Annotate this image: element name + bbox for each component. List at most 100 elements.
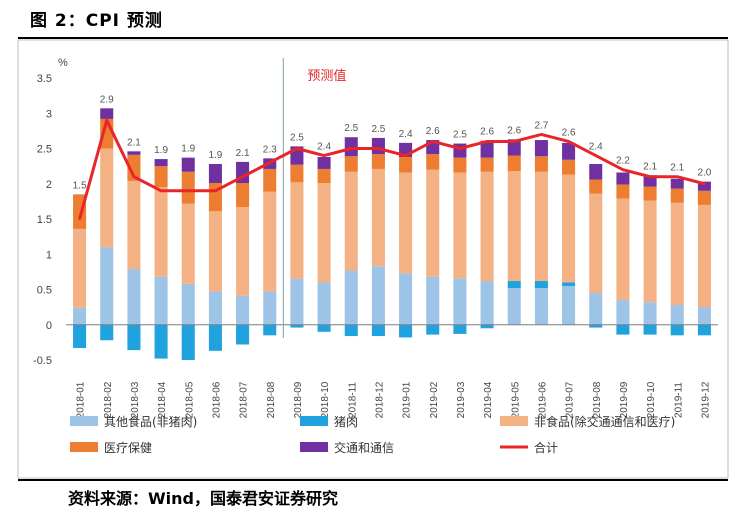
bar-segment-2019-08-series0 xyxy=(589,293,603,325)
bar-segment-2019-10-series4 xyxy=(643,175,657,187)
bar-segment-2018-10-series1 xyxy=(317,324,331,332)
bar-segment-2019-03-series0 xyxy=(453,278,467,325)
bar-segment-2019-05-series4 xyxy=(507,139,521,156)
bar-segment-2018-12-series2 xyxy=(371,168,385,267)
bar-segment-2018-07-series2 xyxy=(236,207,250,296)
bar-segment-2018-04-series3 xyxy=(154,166,168,188)
bar-segment-2018-05-series4 xyxy=(181,157,195,172)
bar-segment-2019-11-series3 xyxy=(670,188,684,203)
bar-segment-2019-12-series3 xyxy=(697,190,711,205)
data-label: 2.3 xyxy=(263,144,277,155)
bar-segment-2018-06-series1 xyxy=(208,324,222,351)
total-point xyxy=(159,189,163,192)
bar-segment-2018-06-series4 xyxy=(208,164,222,184)
bar-segment-2018-09-series3 xyxy=(290,164,304,183)
total-point xyxy=(485,140,489,143)
bar-segment-2018-12-series1 xyxy=(371,324,385,337)
bar-segment-2018-05-series3 xyxy=(181,171,195,204)
bar-segment-2019-04-series2 xyxy=(480,171,494,282)
x-tick-label: 2019-05 xyxy=(510,381,521,418)
data-label: 2.4 xyxy=(399,129,413,140)
total-point xyxy=(377,147,380,150)
data-label: 2.5 xyxy=(344,123,358,134)
bar-segment-2019-09-series0 xyxy=(616,300,630,325)
bar-segment-2019-04-series3 xyxy=(480,157,494,172)
bar-segment-2019-11-series0 xyxy=(670,305,684,325)
total-point xyxy=(78,217,81,221)
x-tick-label: 2019-07 xyxy=(565,381,576,418)
total-point xyxy=(105,119,108,122)
bar-segment-2019-04-series1 xyxy=(480,324,494,329)
x-tick-label: 2018-10 xyxy=(320,381,331,418)
bar-segment-2019-06-series0 xyxy=(534,288,548,325)
bar-segment-2018-03-series1 xyxy=(127,324,141,351)
data-label: 2.0 xyxy=(697,168,711,179)
y-tick-label: 0 xyxy=(46,320,52,332)
x-tick-label: 2018-05 xyxy=(184,381,195,418)
cpi-forecast-chart: %-0.500.511.522.533.5 2018-01 2018-02 2018… xyxy=(17,39,729,479)
bar-segment-2019-09-series3 xyxy=(616,184,630,199)
bar-segment-2019-05-series3 xyxy=(507,155,521,172)
y-tick-label: 1 xyxy=(46,249,52,261)
legend: 其他食品(非猪肉) 猪肉 非食品(除交通通信和医疗) 医疗保健 交通和通信 合计 xyxy=(70,414,675,455)
total-point xyxy=(458,147,462,150)
x-tick-label: 2019-11 xyxy=(673,382,684,418)
bar-segment-2019-11-series4 xyxy=(670,178,684,189)
bar-segment-2019-03-series2 xyxy=(453,172,467,279)
bar-segment-2019-12-series2 xyxy=(697,204,711,308)
x-tick-label: 2019-08 xyxy=(592,381,603,418)
total-point xyxy=(431,140,434,143)
y-axis-unit: % xyxy=(58,57,68,69)
total-point xyxy=(540,133,543,136)
bar-segment-2018-12-series0 xyxy=(371,266,385,325)
bar-segment-2018-05-series1 xyxy=(181,324,195,360)
total-point xyxy=(513,140,516,143)
total-point xyxy=(187,189,190,192)
bar-segment-2018-10-series2 xyxy=(317,183,331,283)
legend-label: 合计 xyxy=(534,440,558,455)
bar-segment-2019-05-series1 xyxy=(507,281,521,289)
x-tick-label: 2018-01 xyxy=(76,381,87,418)
bar-segment-2019-01-series2 xyxy=(399,172,413,274)
x-tick-label: 2018-09 xyxy=(293,381,304,418)
bar-segment-2019-01-series0 xyxy=(399,273,413,325)
bar-segment-2019-01-series3 xyxy=(399,156,413,173)
bar-segment-2019-11-series1 xyxy=(670,324,684,336)
bar-segment-2018-02-series0 xyxy=(100,247,114,325)
data-label: 1.9 xyxy=(154,145,168,156)
bar-segment-2018-09-series0 xyxy=(290,278,304,325)
figure-title: 图 2：CPI 预测 xyxy=(30,11,163,31)
total-line-group xyxy=(78,118,706,221)
bar-segment-2018-02-series1 xyxy=(100,324,114,341)
bar-segment-2019-02-series2 xyxy=(426,169,440,277)
data-label: 2.6 xyxy=(480,127,494,138)
x-tick-label: 2019-03 xyxy=(456,381,467,418)
total-point xyxy=(241,175,244,178)
data-label: 2.7 xyxy=(534,120,548,131)
data-label: 1.5 xyxy=(73,180,87,191)
bar-segment-2018-05-series2 xyxy=(181,203,195,284)
y-tick-label: 1.5 xyxy=(37,214,52,226)
bottom-rule xyxy=(18,479,728,481)
bar-segment-2019-07-series3 xyxy=(562,159,576,175)
bar-segment-2019-02-series1 xyxy=(426,324,440,335)
y-tick-label: 3.5 xyxy=(37,73,52,85)
x-tick-label: 2018-04 xyxy=(157,381,168,418)
bar-segment-2019-06-series1 xyxy=(534,281,548,289)
data-label: 2.9 xyxy=(100,94,114,105)
y-tick-label: 0.5 xyxy=(37,285,52,297)
bar-segment-2018-02-series4 xyxy=(100,108,114,119)
bar-segment-2019-10-series1 xyxy=(643,324,657,335)
bar-segment-2019-04-series0 xyxy=(480,281,494,325)
total-point xyxy=(322,154,326,157)
legend-swatch xyxy=(70,416,98,426)
y-tick-label: 2.5 xyxy=(37,144,52,156)
bar-segment-2018-08-series1 xyxy=(263,324,277,336)
bar-segment-2018-12-series3 xyxy=(371,154,385,169)
bar-segment-2019-07-series4 xyxy=(562,142,576,160)
data-label: 2.4 xyxy=(317,142,331,153)
bar-segment-2018-03-series4 xyxy=(127,151,141,155)
bar-segment-2019-02-series3 xyxy=(426,154,440,170)
bar-segment-2018-06-series2 xyxy=(208,211,222,292)
bar-segment-2018-11-series1 xyxy=(344,324,358,337)
